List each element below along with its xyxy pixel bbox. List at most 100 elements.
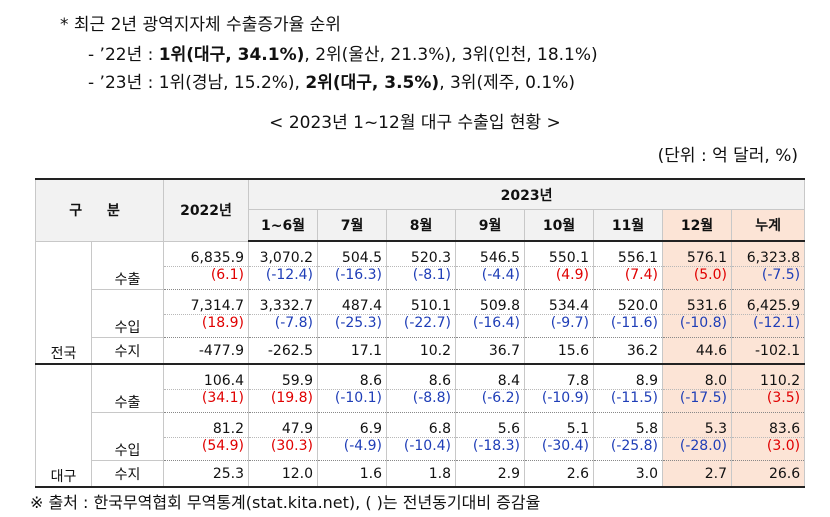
item-label: 수지 xyxy=(90,337,165,365)
change-cell: (-18.3) xyxy=(455,437,526,461)
header-2022: 2022년 xyxy=(163,178,250,242)
value-cell: 5.1 xyxy=(524,412,595,438)
value-cell: 534.4 xyxy=(524,289,595,315)
value-cell: 8.0 xyxy=(662,364,733,390)
value-cell: 6.8 xyxy=(386,412,457,438)
value-cell: 7,314.7 xyxy=(163,289,250,315)
value-cell: 59.9 xyxy=(248,364,319,390)
change-rate: (-30.4) xyxy=(541,438,590,454)
table-row-change: (34.1) (19.8) (-10.1) (-8.8) (-6.2) (-10.9) (-… xyxy=(36,389,806,413)
change-rate: (6.1) xyxy=(210,267,245,283)
note-2023-rest: , 3위(제주, 0.1%) xyxy=(439,73,575,93)
note-2023-highlight: 2위(대구, 3.5%) xyxy=(305,73,440,93)
value-cell: 8.6 xyxy=(317,364,388,390)
change-rate: (-17.5) xyxy=(679,390,728,406)
change-cell: (-10.8) xyxy=(662,314,733,338)
region-label: 전국 xyxy=(35,241,92,365)
change-rate: (-8.1) xyxy=(412,267,452,283)
change-rate: (-18.3) xyxy=(472,438,521,454)
value-cell: 47.9 xyxy=(248,412,319,438)
change-cell: (30.3) xyxy=(248,437,319,461)
header-period: 12월 xyxy=(662,209,733,242)
header-row-years: 구 분 2022년 2023년 xyxy=(34,178,806,242)
value-cell: -477.9 xyxy=(163,337,250,365)
item-label: 수출 xyxy=(90,241,165,290)
note-2022-rest: , 2위(울산, 21.3%), 3위(인천, 18.1%) xyxy=(304,45,598,65)
trade-statistics-table: 구 분 2022년 2023년 1~6월 7월 8월 9월 10월 11월 12… xyxy=(34,178,806,488)
value-cell: -262.5 xyxy=(248,337,319,365)
change-cell: (54.9) xyxy=(163,437,250,461)
value-cell: 6,835.9 xyxy=(163,241,250,267)
change-rate: (-11.5) xyxy=(610,390,659,406)
value-cell: 6.9 xyxy=(317,412,388,438)
value-cell: 10.2 xyxy=(386,337,457,365)
change-cell: (-4.9) xyxy=(317,437,388,461)
value-cell: 1.6 xyxy=(317,460,388,488)
value-cell: 550.1 xyxy=(524,241,595,267)
change-rate: (-7.8) xyxy=(274,315,314,331)
footnote: ※ 출처 : 한국무역협회 무역통계(stat.kita.net), ( )는 … xyxy=(30,493,541,512)
header-period: 8월 xyxy=(386,209,457,242)
change-cell: (-16.3) xyxy=(317,266,388,290)
value-cell: 3.0 xyxy=(593,460,664,488)
change-cell: (-12.1) xyxy=(731,314,806,338)
change-rate: (-8.8) xyxy=(412,390,452,406)
value-cell: 2.7 xyxy=(662,460,733,488)
change-rate: (-10.9) xyxy=(541,390,590,406)
change-rate: (-4.4) xyxy=(481,267,521,283)
value-cell: 8.4 xyxy=(455,364,526,390)
change-rate: (-9.7) xyxy=(550,315,590,331)
table-row: 전국 수출 6,835.9 3,070.2 504.5 520.3 546.5 550.1 55… xyxy=(35,241,806,365)
change-cell: (3.0) xyxy=(731,437,806,461)
change-cell: (3.5) xyxy=(731,389,806,413)
change-rate: (-10.4) xyxy=(403,438,452,454)
change-cell: (34.1) xyxy=(163,389,250,413)
header-period: 10월 xyxy=(524,209,595,242)
table-row-change: (54.9) (30.3) (-4.9) (-10.4) (-18.3) (-30.4) (… xyxy=(36,437,806,461)
value-cell: 3,070.2 xyxy=(248,241,319,267)
header-period: 누계 xyxy=(731,209,806,242)
header-period: 1~6월 xyxy=(248,209,319,242)
value-cell: 81.2 xyxy=(163,412,250,438)
change-cell: (-8.1) xyxy=(386,266,457,290)
note-2022-prefix: - ’22년 : xyxy=(88,45,159,65)
change-cell: (-4.4) xyxy=(455,266,526,290)
change-cell: (-11.6) xyxy=(593,314,664,338)
value-cell: 15.6 xyxy=(524,337,595,365)
item-label: 수입 xyxy=(90,412,165,461)
note-2022-ranking: - ’22년 : 1위(대구, 34.1%), 2위(울산, 21.3%), 3… xyxy=(88,40,598,65)
change-rate: (-16.4) xyxy=(472,315,521,331)
change-rate: (18.9) xyxy=(201,315,245,331)
value-cell: 520.0 xyxy=(593,289,664,315)
value-cell: 36.2 xyxy=(593,337,664,365)
table-row-balance: 수지 -477.9 -262.5 17.1 10.2 36.7 15.6 36.2 44.6 -1… xyxy=(36,337,806,365)
change-cell: (-22.7) xyxy=(386,314,457,338)
change-rate: (-12.1) xyxy=(752,315,801,331)
value-cell: 2.9 xyxy=(455,460,526,488)
header-period: 11월 xyxy=(593,209,664,242)
value-cell: 510.1 xyxy=(386,289,457,315)
header-row-periods: 1~6월 7월 8월 9월 10월 11월 12월 누계 xyxy=(36,209,806,242)
value-cell: 556.1 xyxy=(593,241,664,267)
value-cell: 36.7 xyxy=(455,337,526,365)
item-label: 수출 xyxy=(90,364,165,413)
change-rate: (-10.8) xyxy=(679,315,728,331)
value-cell: 83.6 xyxy=(731,412,806,438)
change-cell: (-6.2) xyxy=(455,389,526,413)
value-cell: 26.6 xyxy=(731,460,806,488)
value-cell: 25.3 xyxy=(163,460,250,488)
value-cell: -102.1 xyxy=(731,337,806,365)
value-cell: 5.8 xyxy=(593,412,664,438)
change-rate: (-25.8) xyxy=(610,438,659,454)
table-row-balance: 수지 25.3 12.0 1.6 1.8 2.9 2.6 3.0 2.7 26.6 xyxy=(36,460,806,488)
change-cell: (7.4) xyxy=(593,266,664,290)
note-2023-ranking: - ’23년 : 1위(경남, 15.2%), 2위(대구, 3.5%), 3위… xyxy=(88,68,575,93)
value-cell: 487.4 xyxy=(317,289,388,315)
change-cell: (18.9) xyxy=(163,314,250,338)
change-rate: (-11.6) xyxy=(610,315,659,331)
value-cell: 3,332.7 xyxy=(248,289,319,315)
note-2022-highlight: 1위(대구, 34.1%) xyxy=(158,45,305,65)
value-cell: 7.8 xyxy=(524,364,595,390)
change-cell: (-8.8) xyxy=(386,389,457,413)
change-rate: (-6.2) xyxy=(481,390,521,406)
